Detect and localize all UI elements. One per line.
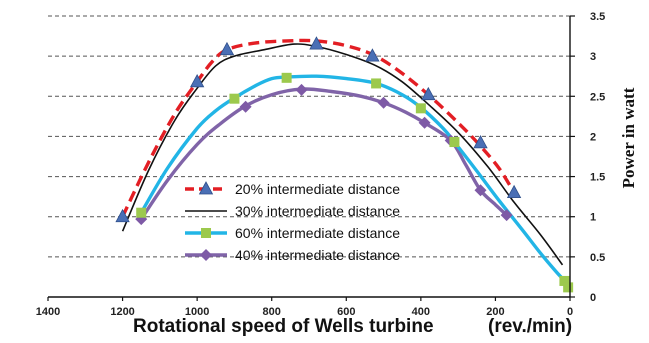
legend-label-60-intermediate-distance: 60% intermediate distance — [235, 225, 400, 241]
y-tick-label: 3 — [590, 51, 596, 63]
y-tick-label: 1 — [590, 212, 596, 224]
legend-marker — [198, 181, 214, 195]
data-point-square — [449, 137, 460, 148]
legend-label-20-intermediate-distance: 20% intermediate distance — [235, 181, 400, 197]
series-markers — [115, 36, 574, 293]
x-tick-label: 600 — [337, 306, 355, 318]
data-point-square — [563, 282, 574, 293]
x-tick-label: 1200 — [110, 306, 134, 318]
data-point-square — [415, 103, 426, 114]
y-tick-label: 1.5 — [590, 172, 605, 184]
x-tick-label: 1400 — [36, 306, 60, 318]
data-point-diamond — [418, 116, 431, 129]
x-tick-label: 400 — [412, 306, 430, 318]
y-tick-label: 3.5 — [590, 11, 605, 23]
data-point-triangle — [421, 86, 436, 101]
data-point-diamond — [377, 96, 390, 109]
x-tick-label: 1000 — [185, 306, 209, 318]
x-tick-label: 800 — [263, 306, 281, 318]
x-tick-label: 0 — [567, 306, 573, 318]
data-point-square — [136, 207, 147, 218]
legend: 20% intermediate distance 30% intermediat… — [185, 181, 400, 263]
data-point-diamond — [239, 100, 252, 113]
y-axis-label: Power in watt — [619, 87, 638, 188]
y-tick-label: 2.5 — [590, 91, 605, 103]
data-point-square — [559, 275, 570, 286]
y-tick-label: 0 — [590, 292, 596, 304]
data-point-triangle — [115, 208, 130, 223]
gridlines — [48, 15, 570, 258]
data-point-triangle — [219, 41, 235, 56]
axes: 0 0.5 1 1.5 2 2.5 3 3.5 1400 1200 1000 800 600 400 200… — [36, 11, 606, 318]
legend-marker — [201, 228, 211, 238]
legend-label-30-intermediate-distance: 30% intermediate distance — [235, 203, 400, 219]
legend-marker — [200, 249, 212, 261]
data-point-square — [229, 93, 240, 104]
data-point-triangle — [473, 135, 488, 149]
data-point-square — [281, 72, 292, 83]
legend-label-40-intermediate-distance: 40% intermediate distance — [235, 247, 400, 263]
x-axis-label: Rotational speed of Wells turbine — [133, 316, 434, 337]
y-tick-label: 2 — [590, 131, 596, 143]
data-point-triangle — [189, 73, 205, 88]
y-tick-label: 0.5 — [590, 252, 605, 264]
data-point-diamond — [474, 184, 487, 197]
data-point-triangle — [506, 184, 522, 199]
series-line-30-intermediate-distance — [121, 43, 564, 266]
series-line-60-intermediate-distance — [139, 74, 570, 289]
data-point-diamond — [500, 209, 513, 222]
x-axis-unit: (rev./min) — [488, 316, 572, 337]
data-point-diamond — [295, 83, 308, 96]
data-point-triangle — [365, 48, 380, 62]
series-line-40-intermediate-distance — [139, 87, 508, 221]
data-point-square — [371, 78, 382, 89]
data-point-triangle — [309, 36, 324, 50]
x-tick-label: 200 — [486, 306, 504, 318]
